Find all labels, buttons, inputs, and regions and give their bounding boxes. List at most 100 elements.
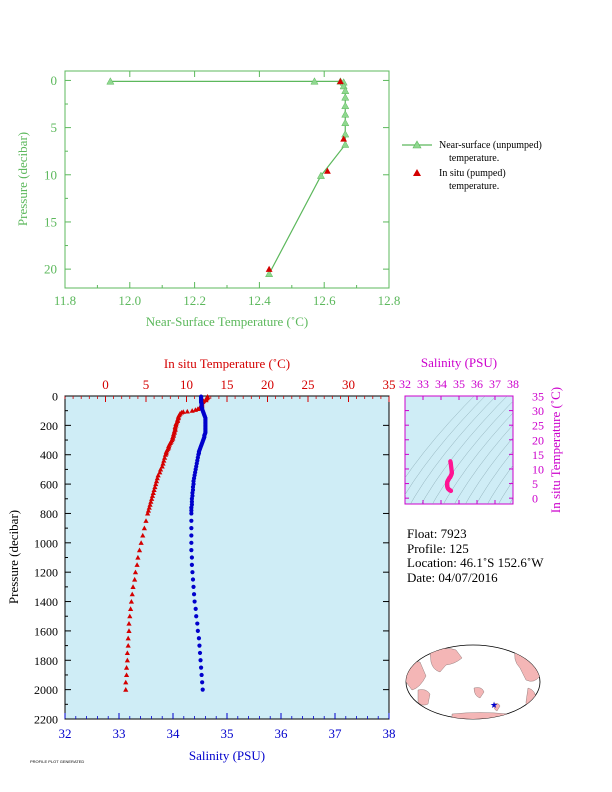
salinity-point	[195, 628, 200, 634]
sal-tick-label: 36	[275, 726, 289, 741]
sal-tick-label: 33	[113, 726, 126, 741]
salinity-point	[197, 650, 203, 656]
salinity-point	[189, 555, 194, 560]
legend-label-pumped-line2: temperature.	[449, 181, 499, 192]
temperature-point	[152, 484, 158, 490]
salinity-point	[189, 508, 194, 513]
temperature-point	[124, 657, 130, 663]
temperature-point	[157, 466, 164, 472]
temperature-point	[130, 584, 136, 589]
temperature-point	[145, 510, 151, 516]
unpumped-point	[341, 130, 350, 138]
ts-x-tick-label: 35	[453, 377, 465, 391]
sal-tick-label: 38	[383, 726, 396, 741]
temperature-point	[189, 408, 195, 413]
temperature-point	[192, 407, 199, 412]
temp-tick-label: 35	[383, 377, 396, 392]
float-location: Location: 46.1˚S 152.6˚W	[407, 555, 544, 570]
pressure-tick-label: 1600	[34, 624, 58, 638]
unpumped-point	[310, 77, 319, 85]
temperature-point	[162, 455, 168, 460]
pumped-point	[340, 135, 348, 142]
pressure-tick-label: 600	[40, 478, 58, 492]
temperature-point	[132, 569, 139, 575]
density-contour	[421, 396, 508, 504]
salinity-point	[189, 526, 194, 531]
pumped-point	[265, 265, 273, 272]
salinity-axis-title: Salinity (PSU)	[189, 748, 265, 763]
temperature-point	[161, 458, 167, 463]
temperature-point	[155, 472, 161, 478]
temperature-point	[129, 591, 135, 597]
salinity-point	[192, 599, 197, 604]
temperature-point	[184, 408, 190, 414]
density-contour	[405, 396, 486, 495]
temperature-point	[160, 460, 166, 466]
unpumped-point	[341, 110, 350, 118]
temperature-point	[151, 487, 157, 493]
density-contour	[443, 412, 513, 504]
legend-label-pumped-line1: In situ (pumped)	[439, 168, 506, 179]
salinity-point	[189, 505, 194, 510]
temperature-point	[128, 606, 134, 611]
top-plot-frame	[64, 70, 390, 289]
float-info: Float: 7923 Profile: 125 Location: 46.1˚…	[407, 526, 544, 585]
top-y-tick-label: 10	[44, 167, 57, 182]
pressure-tick-label: 0	[52, 390, 58, 404]
temperature-point	[136, 547, 143, 553]
float-location-map: ★	[405, 644, 541, 720]
float-id: Float: 7923	[407, 526, 467, 541]
salinity-point	[193, 606, 198, 611]
salinity-point	[200, 680, 205, 685]
ts-point	[448, 488, 454, 494]
ts-y-axis-title: In situ Temperature (˚C)	[548, 387, 563, 513]
unpumped-point	[265, 269, 274, 277]
salinity-point	[199, 672, 204, 678]
legend-label-unpumped-line1: Near-surface (unpumped)	[439, 140, 542, 151]
unpumped-point	[341, 118, 350, 127]
ts-y-tick-label: 15	[532, 448, 544, 462]
top-y-tick-label: 0	[51, 73, 58, 88]
ts-y-tick-label: 10	[532, 462, 544, 476]
ts-x-tick-label: 38	[507, 377, 519, 391]
sal-tick-label: 32	[59, 726, 72, 741]
salinity-point	[190, 490, 195, 495]
top-x-tick-label: 11.8	[54, 293, 76, 308]
temperature-point	[154, 475, 160, 481]
top-x-tick-label: 12.0	[118, 293, 141, 308]
salinity-point	[195, 621, 200, 626]
salinity-point	[189, 499, 194, 504]
density-contour	[476, 450, 513, 504]
temperature-point	[162, 452, 169, 457]
salinity-point	[190, 484, 196, 490]
temp-tick-label: 0	[102, 377, 109, 392]
temperature-point	[153, 478, 160, 484]
pressure-tick-label: 1200	[34, 566, 58, 580]
sal-tick-label: 37	[329, 726, 343, 741]
salinity-point	[198, 658, 203, 663]
profile-date: Date: 04/07/2016	[407, 569, 498, 585]
legend-marker-pumped	[413, 169, 421, 176]
temperature-axis-title: In situ Temperature (˚C)	[164, 356, 290, 371]
near-surface-temperature-chart: 11.8 12.0 12.2 12.4 12.6 12.8 0 5 10 15 20 Near-Su…	[15, 70, 542, 329]
ts-series	[444, 459, 454, 494]
temp-tick-label: 30	[342, 377, 355, 392]
temperature-point	[125, 635, 131, 641]
temperature-point	[128, 598, 135, 604]
density-contour	[454, 424, 513, 504]
temperature-point	[138, 540, 144, 545]
ts-x-axis-title: Salinity (PSU)	[421, 355, 497, 370]
ts-y-tick-label: 25	[532, 419, 544, 433]
ts-x-tick-label: 37	[489, 377, 501, 391]
salinity-point	[194, 614, 199, 619]
unpumped-point	[341, 101, 350, 110]
top-y-tick-label: 20	[44, 262, 57, 277]
density-contour	[465, 437, 513, 504]
pressure-tick-label: 1400	[34, 595, 58, 609]
salinity-point	[189, 548, 194, 553]
unpumped-point	[106, 77, 115, 85]
temperature-point	[123, 665, 130, 670]
temperature-point	[148, 499, 154, 504]
